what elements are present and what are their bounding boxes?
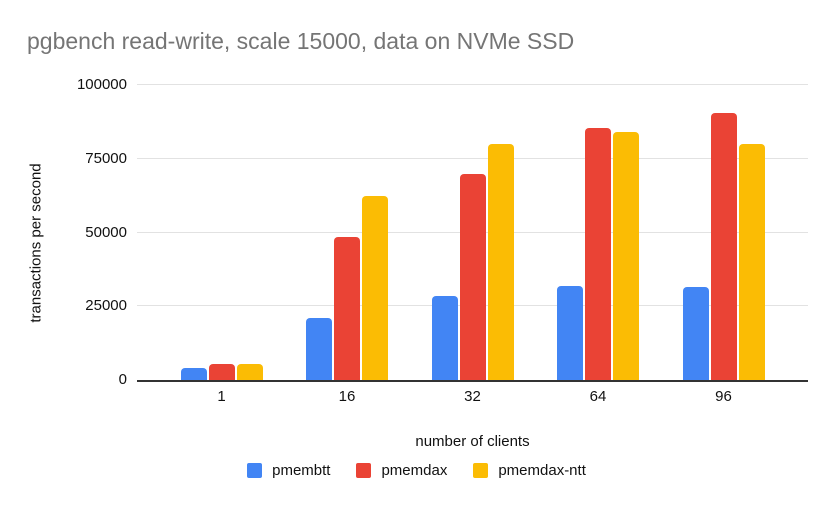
bar-pmemdax-ntt-64 — [613, 132, 639, 380]
legend-label: pmemdax-ntt — [498, 462, 586, 479]
bar-pmembtt-96 — [682, 287, 709, 380]
bar-pmembtt-1 — [180, 368, 207, 380]
x-tick-label: 1 — [217, 388, 226, 405]
legend: pmembtt pmemdax pmemdax-ntt — [0, 462, 833, 479]
x-axis-title: number of clients — [415, 433, 530, 450]
bar-pmemdax-96 — [710, 113, 737, 380]
bar-pmemdax-ntt-16 — [362, 195, 388, 380]
legend-item-pmemdax: pmemdax — [356, 462, 447, 479]
bar-pmemdax-ntt-1 — [236, 364, 263, 380]
legend-swatch-pmemdax — [356, 463, 372, 478]
y-tick-label: 0 — [118, 371, 127, 388]
bar-pmemdax-ntt-96 — [738, 144, 765, 380]
y-axis-title: transactions per second — [27, 163, 45, 323]
x-tick-label: 64 — [589, 388, 607, 405]
legend-label: pmembtt — [272, 462, 331, 479]
y-tick-label: 25000 — [85, 297, 127, 315]
legend-swatch-pmembtt — [247, 463, 263, 478]
bar-pmembtt-32 — [431, 295, 458, 380]
bar-pmembtt-16 — [306, 318, 332, 380]
x-tick-label: 32 — [464, 388, 481, 405]
legend-item-pmembtt: pmembtt — [247, 462, 330, 479]
bar-pmemdax-32 — [459, 173, 486, 380]
bar-pmembtt-64 — [557, 285, 583, 380]
gridline-75000 — [137, 157, 808, 159]
chart-title: pgbench read-write, scale 15000, data on… — [27, 28, 575, 54]
legend-item-pmemdax-ntt: pmemdax-ntt — [473, 462, 586, 479]
x-tick-label: 16 — [338, 388, 356, 405]
y-tick-label: 100000 — [76, 76, 127, 93]
bar-pmemdax-16 — [334, 236, 360, 380]
y-tick-label: 50000 — [85, 223, 127, 241]
x-tick-label: 96 — [715, 388, 732, 405]
gridline-100000 — [137, 84, 808, 85]
legend-label: pmemdax — [381, 462, 448, 479]
legend-swatch-pmemdax-ntt — [473, 463, 489, 478]
plot-area: 0 25000 50000 75000 100000 1 16 32 64 96 — [77, 76, 808, 405]
bar-pmemdax-64 — [585, 127, 611, 380]
y-tick-label: 75000 — [85, 149, 127, 167]
bar-pmemdax-1 — [208, 363, 235, 380]
bar-pmemdax-ntt-32 — [487, 144, 514, 380]
